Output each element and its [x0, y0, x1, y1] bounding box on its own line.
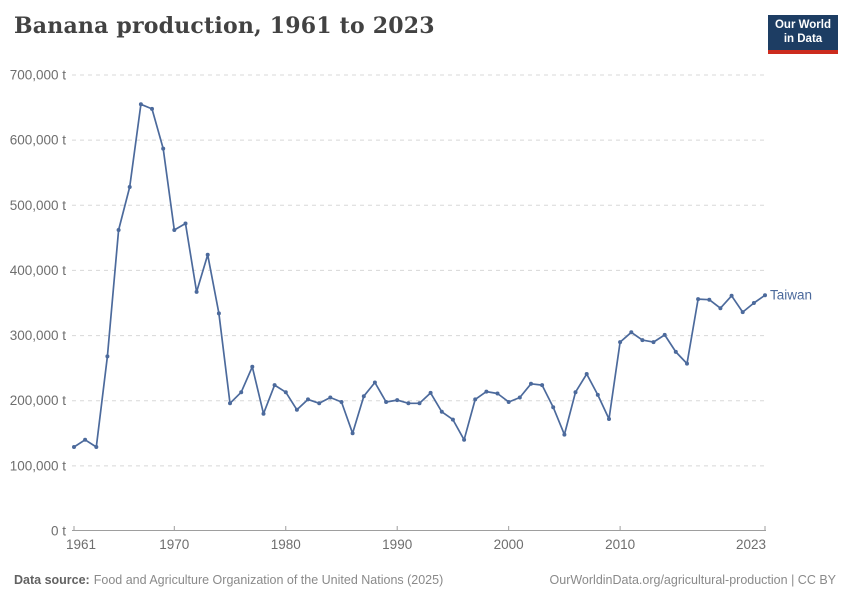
footer-separator: | [787, 573, 798, 587]
data-point [529, 381, 533, 386]
y-axis-tick-label: 400,000 t [10, 263, 67, 278]
data-point [306, 397, 310, 402]
data-point [105, 354, 110, 359]
data-point [216, 311, 221, 316]
data-point [161, 146, 166, 151]
owid-url-link[interactable]: OurWorldinData.org/agricultural-producti… [549, 573, 788, 587]
data-point [673, 349, 678, 354]
data-point [205, 252, 210, 257]
series-line [73, 103, 766, 448]
data-point [740, 310, 745, 315]
data-point [473, 397, 478, 402]
license-label: CC BY [797, 573, 836, 587]
data-point [339, 400, 344, 404]
data-point [83, 437, 88, 442]
data-point [406, 401, 411, 406]
data-point [283, 390, 288, 395]
data-point [584, 372, 589, 376]
data-point [562, 432, 567, 437]
data-source-text: Food and Agriculture Organization of the… [93, 573, 444, 587]
page-title: Banana production, 1961 to 2023 [14, 13, 435, 39]
data-point [696, 297, 701, 302]
data-point [127, 185, 132, 189]
data-point [517, 395, 522, 400]
y-axis-tick-label: 200,000 t [10, 393, 67, 408]
data-point [384, 400, 389, 404]
data-point [685, 361, 689, 366]
data-point [707, 297, 712, 302]
x-axis-tick-label: 2000 [494, 537, 524, 552]
data-point [361, 394, 366, 399]
data-point [495, 391, 500, 396]
data-point [116, 228, 121, 232]
data-point [629, 330, 634, 335]
data-point [506, 400, 511, 404]
data-point [417, 401, 422, 406]
data-point [372, 380, 377, 385]
y-axis-tick-label: 300,000 t [10, 328, 67, 343]
data-point [261, 411, 266, 416]
data-point [618, 340, 623, 345]
data-point [272, 383, 277, 388]
x-axis-tick-label: 1990 [382, 537, 412, 552]
y-axis-tick-label: 600,000 t [10, 133, 67, 148]
owid-logo[interactable]: Our World in Data [768, 15, 838, 54]
data-point [551, 405, 556, 410]
data-point [595, 392, 600, 397]
data-point [450, 417, 455, 422]
data-point [350, 431, 355, 436]
data-point [573, 390, 578, 395]
data-point [72, 445, 76, 449]
data-point [729, 293, 734, 298]
data-point [651, 340, 656, 345]
data-point [194, 289, 199, 294]
data-point [607, 417, 611, 421]
data-point [250, 364, 255, 369]
data-point [439, 409, 444, 414]
y-axis-tick-label: 700,000 t [10, 68, 67, 83]
data-point [138, 102, 143, 107]
data-point [751, 301, 756, 305]
data-source-label: Data source: [14, 573, 90, 587]
y-axis-tick-label: 100,000 t [10, 458, 67, 473]
data-point [239, 390, 244, 395]
x-axis-tick-label: 1961 [66, 537, 96, 552]
y-axis-tick-label: 0 t [51, 524, 66, 539]
data-point [183, 221, 188, 226]
footer-attribution: OurWorldinData.org/agricultural-producti… [550, 573, 836, 587]
series-end-label: Taiwan [770, 288, 812, 303]
data-point [662, 332, 667, 337]
data-point [294, 407, 299, 412]
x-axis-tick-label: 1970 [159, 537, 189, 552]
chart-footer: Data source: Food and Agriculture Organiz… [14, 573, 836, 587]
data-point [484, 389, 489, 394]
data-point [540, 383, 545, 388]
data-point [150, 106, 154, 111]
data-point [462, 437, 467, 442]
data-point [317, 401, 322, 406]
x-axis-tick-label: 2023 [736, 537, 766, 552]
data-point [172, 228, 177, 232]
owid-logo-line1: Our World [774, 19, 831, 31]
data-point [328, 395, 333, 400]
data-point [428, 390, 433, 395]
data-point [640, 338, 645, 343]
data-point [395, 398, 400, 403]
x-axis-tick-label: 1980 [271, 537, 301, 552]
data-source-note: Data source: Food and Agriculture Organiz… [14, 573, 443, 587]
data-point [718, 306, 723, 311]
x-axis-tick-label: 2010 [605, 537, 635, 552]
data-point [94, 445, 99, 449]
y-axis-tick-label: 500,000 t [10, 198, 67, 213]
data-point [228, 401, 232, 406]
owid-logo-line2: in Data [783, 32, 823, 45]
data-point [763, 293, 767, 298]
